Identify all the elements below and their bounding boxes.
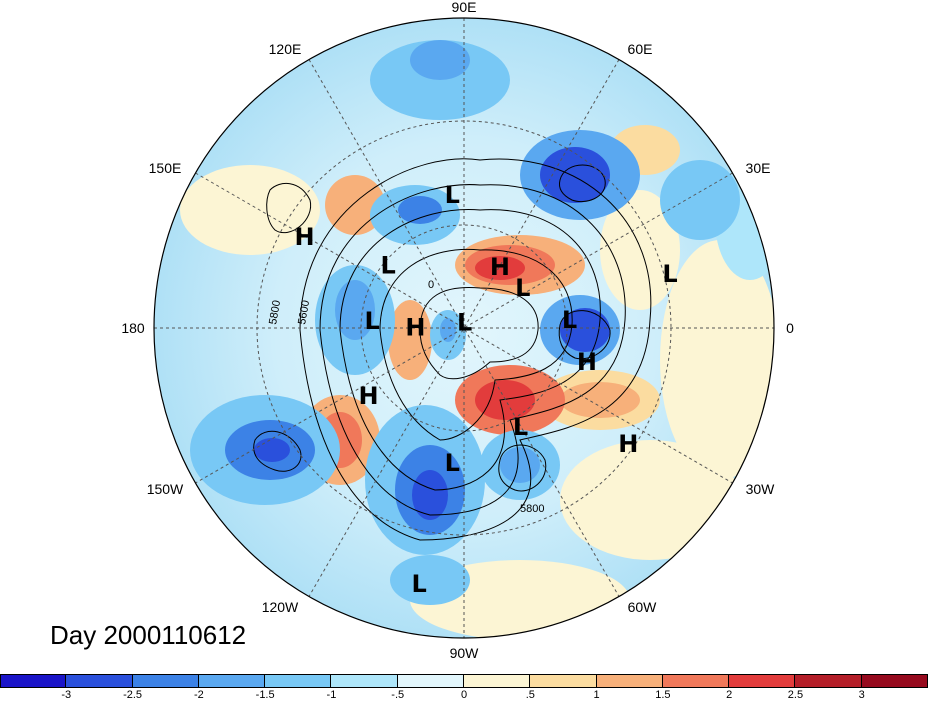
contour-label: 5600 <box>296 299 312 325</box>
colorbar-box <box>331 674 398 688</box>
lon-label-180: 180 <box>121 320 145 336</box>
colorbar: -3 -2.5 -2 -1.5 -1 -.5 0 .5 1 1.5 2 2.5 3 <box>0 674 928 702</box>
low-pressure-marker: L <box>445 449 460 477</box>
colorbar-tick-label: 2.5 <box>787 689 804 701</box>
high-pressure-marker: H <box>618 430 638 458</box>
lon-label-150w: 150W <box>147 481 184 497</box>
lon-label-0: 0 <box>786 320 794 336</box>
low-pressure-marker: L <box>662 260 677 288</box>
contour-labels: 5800 5600 0 5800 <box>267 279 544 515</box>
low-pressure-marker: L <box>365 307 380 335</box>
lon-label-90e: 90E <box>452 0 477 15</box>
contour-label: 5800 <box>267 299 283 325</box>
longitude-labels: 90E 60E 30E 0 30W 60W 90W 120W 150W 180 … <box>121 0 794 661</box>
colorbar-box <box>795 674 862 688</box>
low-pressure-marker: L <box>445 181 460 209</box>
lon-label-60w: 60W <box>628 599 658 615</box>
lon-label-30w: 30W <box>746 481 776 497</box>
height-contours <box>253 158 652 541</box>
colorbar-tick-label: 0 <box>460 689 468 701</box>
high-pressure-marker: H <box>577 348 597 376</box>
low-pressure-marker: L <box>381 251 396 279</box>
colorbar-box <box>265 674 332 688</box>
colorbar-tick-label: 1 <box>593 689 600 701</box>
lon-label-30e: 30E <box>746 160 771 176</box>
high-pressure-marker: H <box>490 253 510 281</box>
colorbar-box <box>729 674 796 688</box>
colorbar-tick-label: -1.5 <box>255 689 275 701</box>
colorbar-box <box>662 674 730 688</box>
colorbar-tick-label: 3 <box>858 689 865 701</box>
colorbar-box <box>530 674 597 688</box>
colorbar-box <box>132 674 199 688</box>
low-pressure-marker: L <box>513 413 528 441</box>
low-pressure-marker: L <box>411 570 426 598</box>
lon-label-60e: 60E <box>628 41 653 57</box>
colorbar-box <box>464 674 531 688</box>
high-pressure-marker: H <box>294 223 314 251</box>
colorbar-box <box>198 674 266 688</box>
colorbar-box <box>596 674 663 688</box>
colorbar-tick-label: -2 <box>193 689 204 701</box>
colorbar-tick-label: 2 <box>726 689 733 701</box>
polar-stereographic-map: 90E 60E 30E 0 30W 60W 90W 120W 150W 180 … <box>121 0 794 661</box>
colorbar-tick-label: -1 <box>326 689 337 701</box>
colorbar-tick-label: -3 <box>61 689 72 701</box>
colorbar-tick-label: .5 <box>525 689 535 701</box>
colorbar-tick-label: -.5 <box>391 689 405 701</box>
colorbar-tick-label: 1.5 <box>655 689 671 701</box>
lon-label-90w: 90W <box>450 645 480 661</box>
colorbar-box <box>0 674 67 688</box>
colorbar-tick-label: -2.5 <box>123 689 143 701</box>
low-pressure-marker: L <box>515 274 530 302</box>
contour-label: 5800 <box>520 503 544 515</box>
lon-label-120e: 120E <box>269 41 302 57</box>
colorbar-frame <box>0 674 928 688</box>
graticule <box>154 18 774 638</box>
high-pressure-marker: H <box>359 382 379 410</box>
low-pressure-marker: L <box>562 306 577 334</box>
colorbar-box <box>397 674 464 688</box>
colorbar-box <box>66 674 133 688</box>
lon-label-120w: 120W <box>262 599 299 615</box>
day-label: Day 2000110612 <box>50 620 247 650</box>
map-boundary <box>153 17 775 639</box>
contour-label: 0 <box>428 279 434 291</box>
lon-label-150e: 150E <box>149 160 182 176</box>
high-pressure-marker: H <box>405 313 425 341</box>
low-pressure-marker: L <box>457 309 472 337</box>
